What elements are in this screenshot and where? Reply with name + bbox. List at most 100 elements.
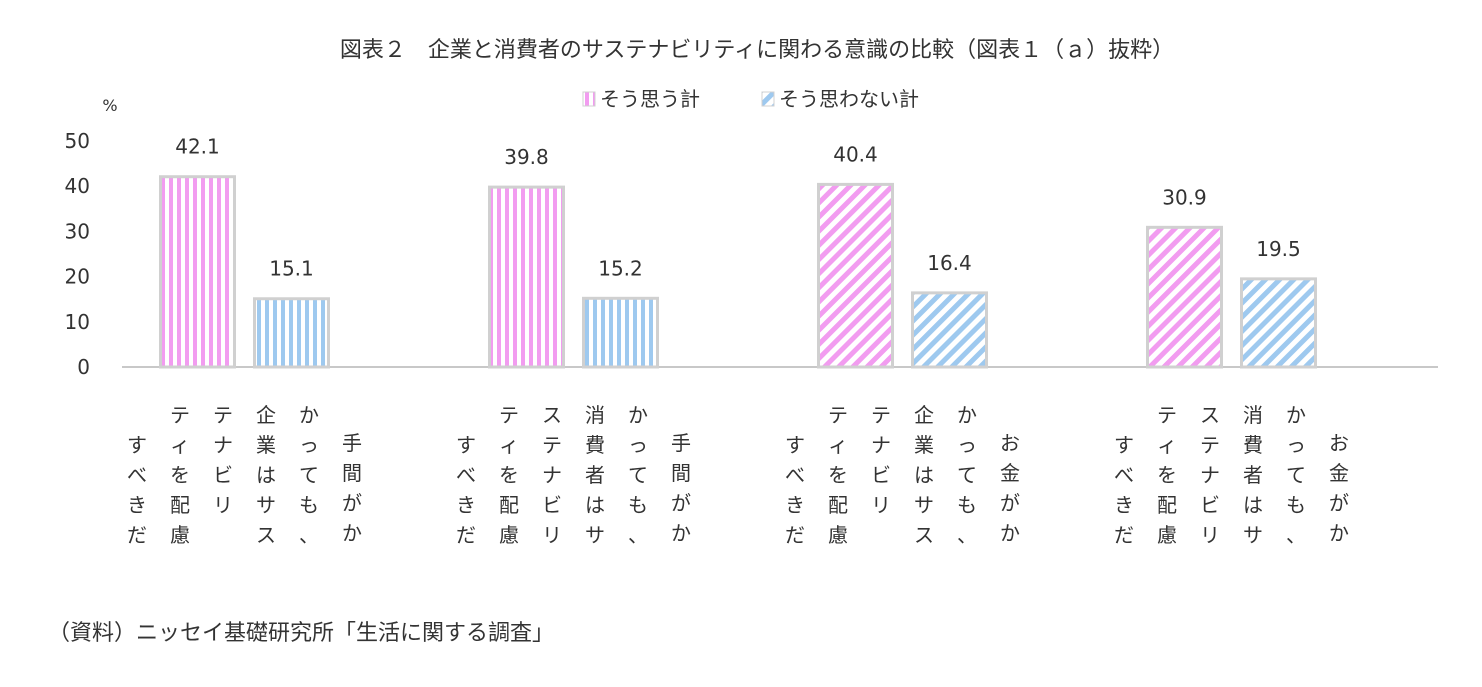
category-label-char: テ: [213, 403, 233, 427]
y-tick-label: 0: [77, 355, 90, 379]
legend-label-series-1: そう思う計: [600, 87, 700, 111]
category-labels: 手間がかかっても、企業はサステナビリティを配慮すべきだ手間がかかっても、消費者は…: [127, 403, 1349, 547]
category-label-char: 慮: [499, 523, 519, 547]
bar-series-1-category-1: [159, 175, 236, 369]
y-axis-ticks: 0 10 20 30 40 50: [65, 129, 90, 379]
category-label-char: テ: [871, 403, 891, 427]
value-label-series-2-category-3: 16.4: [927, 251, 972, 275]
category-label-char: 配: [499, 493, 519, 517]
category-label-char: か: [1000, 521, 1020, 545]
category-label-char: を: [1157, 463, 1177, 487]
category-label-char: ビ: [542, 493, 562, 517]
category-label-char: ナ: [1200, 463, 1220, 487]
category-label-char: だ: [127, 523, 147, 547]
chart-title: 図表２ 企業と消費者のサステナビリティに関わる意識の比較（図表１（ａ）抜粋）: [340, 38, 1174, 63]
y-tick-label: 10: [65, 310, 90, 334]
y-tick-label: 30: [65, 219, 90, 243]
category-label-char: か: [299, 403, 319, 427]
category-label-char: て: [299, 463, 319, 487]
bar-series-1-category-2: [488, 185, 565, 369]
category-label-char: き: [127, 493, 147, 517]
category-label-char: 間: [342, 461, 362, 485]
value-label-series-1-category-2: 39.8: [504, 145, 549, 169]
category-label-char: も: [299, 493, 319, 517]
y-tick-label: 20: [65, 265, 90, 289]
category-label-char: 、: [299, 523, 319, 547]
category-label-char: テ: [1157, 403, 1177, 427]
category-label-char: ス: [1200, 403, 1220, 427]
category-label-char: ビ: [1200, 493, 1220, 517]
category-label-char: リ: [213, 493, 233, 517]
category-label-char: 者: [585, 463, 605, 487]
category-label-char: は: [256, 463, 276, 487]
category-label-char: っ: [1286, 433, 1306, 457]
category-label-char: が: [1000, 491, 1020, 515]
category-label-char: 慮: [828, 523, 848, 547]
source-note: （資料）ニッセイ基礎研究所「生活に関する調査」: [48, 621, 555, 646]
value-label-series-2-category-4: 19.5: [1256, 237, 1301, 261]
category-label-char: は: [585, 493, 605, 517]
category-label-char: 費: [1243, 433, 1263, 457]
category-label-char: 配: [828, 493, 848, 517]
legend: そう思う計 そう思わない計: [582, 87, 919, 111]
category-label-char: べ: [1114, 463, 1134, 487]
category-label-char: 費: [585, 433, 605, 457]
y-axis-unit-label: %: [102, 96, 117, 115]
category-label-char: 金: [1000, 461, 1020, 485]
category-label-char: 間: [671, 461, 691, 485]
category-label-char: ス: [256, 523, 276, 547]
category-label-char: 金: [1329, 461, 1349, 485]
category-label-char: き: [456, 493, 476, 517]
category-label-char: を: [170, 463, 190, 487]
category-label-char: は: [1243, 493, 1263, 517]
category-label-char: リ: [871, 493, 891, 517]
category-label-char: 慮: [170, 523, 190, 547]
category-label-char: っ: [299, 433, 319, 457]
category-label-char: 消: [585, 403, 605, 427]
category-label-char: 手: [342, 431, 362, 455]
category-label-char: ィ: [170, 433, 190, 457]
category-label-char: だ: [1114, 523, 1134, 547]
legend-swatch-series-2: [761, 91, 775, 107]
category-label-char: が: [1329, 491, 1349, 515]
category-label-char: テ: [828, 403, 848, 427]
category-label-char: ス: [914, 523, 934, 547]
category-label-char: は: [914, 463, 934, 487]
category-label-char: お: [1000, 431, 1020, 455]
category-label-char: す: [127, 433, 147, 457]
category-label-char: サ: [1243, 523, 1263, 547]
category-label-char: を: [499, 463, 519, 487]
category-label-char: す: [1114, 433, 1134, 457]
value-label-series-1-category-1: 42.1: [175, 135, 220, 159]
value-label-series-2-category-1: 15.1: [269, 257, 314, 281]
bar-series-1-category-4: [1146, 225, 1223, 369]
category-label-char: 企: [914, 403, 934, 427]
category-label-char: 者: [1243, 463, 1263, 487]
bar-series-2-category-4: [1240, 277, 1317, 369]
category-label-char: ス: [542, 403, 562, 427]
category-label-char: 業: [256, 433, 276, 457]
category-label-char: 配: [170, 493, 190, 517]
category-label-char: て: [957, 463, 977, 487]
category-label-char: き: [1114, 493, 1134, 517]
category-label-char: べ: [456, 463, 476, 487]
category-label-char: リ: [542, 523, 562, 547]
category-label-char: 手: [671, 431, 691, 455]
